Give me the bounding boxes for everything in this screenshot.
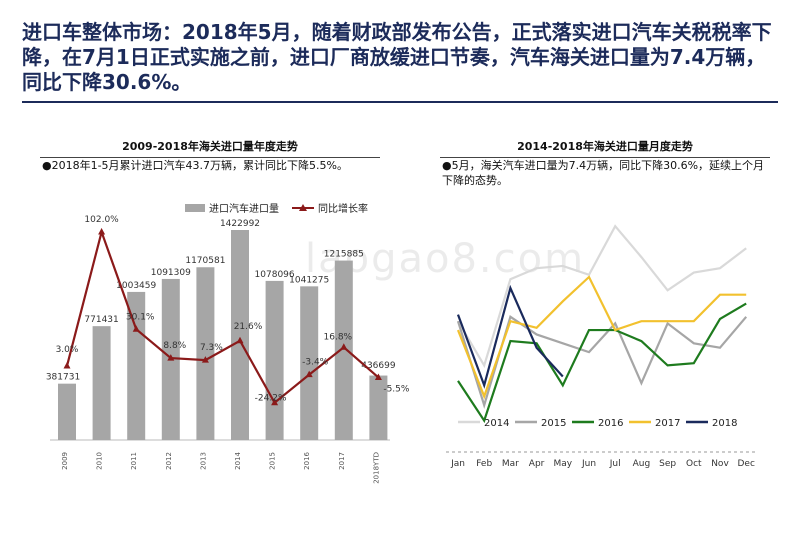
x-tick-label: Oct — [686, 459, 702, 469]
growth-value-label: 7.3% — [200, 343, 223, 353]
bar-2016 — [300, 286, 319, 440]
x-tick-label: Apr — [529, 459, 545, 469]
x-tick-label: 2016 — [303, 451, 311, 469]
x-tick-label: 2013 — [199, 452, 207, 470]
x-tick-label: 2014 — [234, 451, 242, 469]
bar-value-label: 1091309 — [151, 268, 191, 278]
legend-label-2016: 2016 — [598, 418, 623, 429]
x-tick-label: 2015 — [269, 452, 277, 470]
growth-point — [167, 354, 175, 361]
x-tick-label: Jan — [450, 459, 465, 469]
bar-2014 — [231, 230, 249, 440]
growth-value-label: 16.8% — [324, 332, 353, 342]
x-tick-label: 2010 — [96, 452, 104, 470]
growth-value-label: 102.0% — [84, 215, 119, 225]
growth-point — [63, 361, 71, 369]
legend-label-bar: 进口汽车进口量 — [209, 202, 279, 215]
growth-value-label: -3.4% — [302, 358, 329, 368]
x-tick-label: 2017 — [338, 452, 346, 470]
x-tick-label: Mar — [502, 459, 519, 469]
growth-point — [271, 398, 279, 406]
bar-value-label: 1170581 — [185, 256, 225, 266]
bar-value-label: 1078096 — [255, 270, 295, 280]
bar-2017 — [334, 260, 353, 440]
monthly-chart-title: 2014-2018年海关进口量月度走势 — [440, 138, 770, 158]
growth-value-label: -5.5% — [383, 384, 410, 394]
bar-value-label: 1041275 — [289, 275, 329, 285]
x-tick-label: Sep — [659, 459, 676, 469]
growth-value-label: 8.8% — [163, 341, 186, 351]
bar-2013 — [196, 267, 215, 440]
x-tick-label: 2012 — [165, 452, 173, 470]
growth-value-label: 30.1% — [126, 312, 155, 322]
annual-chart-note: ●2018年1-5月累计进口汽车43.7万辆，累计同比下降5.5%。 — [42, 159, 348, 172]
monthly-chart-note: ●5月，海关汽车进口量为7.4万辆，同比下降30.6%，延续上个月下降的态势。 — [442, 159, 765, 187]
bar-value-label: 771431 — [84, 315, 118, 325]
growth-point — [374, 373, 382, 380]
annual-chart-title: 2009-2018年海关进口量年度走势 — [40, 138, 380, 158]
series-line-2014 — [457, 224, 747, 369]
bar-2018YTD — [369, 375, 388, 440]
growth-point — [201, 356, 209, 363]
x-tick-label: May — [553, 459, 572, 469]
x-tick-label: 2009 — [61, 452, 69, 470]
bar-value-label: 1215885 — [324, 250, 364, 260]
growth-value-label: -24.2% — [255, 394, 287, 404]
legend-marker-line — [299, 204, 307, 211]
bar-value-label: 1003459 — [116, 281, 156, 291]
legend-label-2018: 2018 — [712, 418, 737, 429]
x-tick-label: 2011 — [130, 452, 138, 470]
growth-point — [340, 343, 348, 350]
growth-point — [305, 370, 313, 378]
x-tick-label: Dec — [737, 459, 754, 469]
x-tick-label: Jun — [581, 459, 596, 469]
title-divider — [22, 101, 778, 103]
bar-2011 — [127, 291, 146, 440]
series-line-2016 — [457, 302, 747, 424]
bar-2009 — [58, 383, 76, 440]
x-tick-label: Nov — [711, 459, 729, 469]
legend-label-2015: 2015 — [541, 418, 566, 429]
series-line-2018 — [456, 284, 564, 389]
bar-value-label: 1422992 — [220, 219, 260, 229]
legend-label-2017: 2017 — [655, 418, 680, 429]
legend-swatch-bar — [185, 204, 205, 212]
legend-label-2014: 2014 — [484, 418, 509, 429]
growth-point — [98, 227, 106, 235]
growth-point — [236, 336, 244, 344]
x-tick-label: Aug — [633, 459, 651, 469]
x-tick-label: Jul — [609, 459, 621, 469]
x-tick-label: Feb — [476, 459, 492, 469]
growth-value-label: 21.6% — [234, 322, 263, 332]
growth-point — [132, 325, 140, 332]
x-tick-label: 2018YTD — [372, 452, 380, 484]
series-line-2017 — [456, 275, 747, 400]
bar-value-label: 381731 — [46, 373, 80, 383]
legend-label-line: 同比增长率 — [318, 202, 368, 215]
growth-rate-line — [65, 228, 380, 405]
page-title: 进口车整体市场：2018年5月，随着财政部发布公告，正式落实进口汽车关税税率下降… — [22, 20, 772, 94]
bar-2010 — [92, 326, 111, 440]
growth-value-label: 3.0% — [56, 345, 79, 355]
bar-value-label: 436699 — [361, 361, 396, 371]
